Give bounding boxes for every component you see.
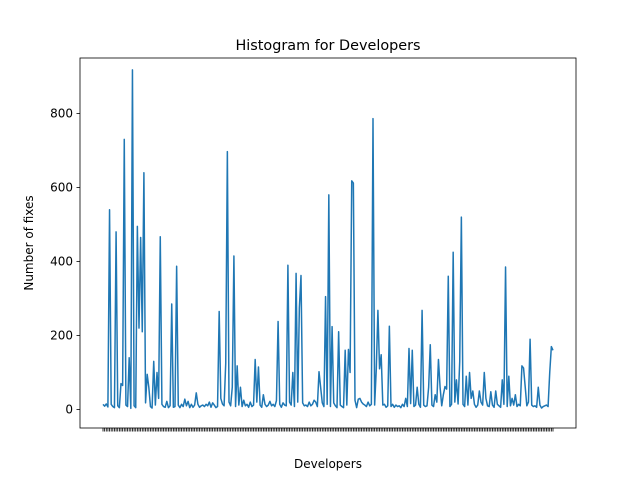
x-tick-marks (102, 428, 554, 432)
y-axis: 0 200 400 600 800 (50, 107, 80, 417)
chart-title: Histogram for Developers (235, 38, 420, 54)
x-axis-label: Developers (294, 457, 362, 471)
y-tick-label: 800 (50, 107, 73, 121)
y-axis-label: Number of fixes (22, 195, 36, 290)
y-tick-label: 400 (50, 255, 73, 269)
series-line (102, 69, 554, 410)
y-tick-label: 600 (50, 181, 73, 195)
y-tick-label: 0 (65, 403, 73, 417)
plot-frame (79, 57, 577, 429)
y-tick-label: 200 (50, 329, 73, 343)
